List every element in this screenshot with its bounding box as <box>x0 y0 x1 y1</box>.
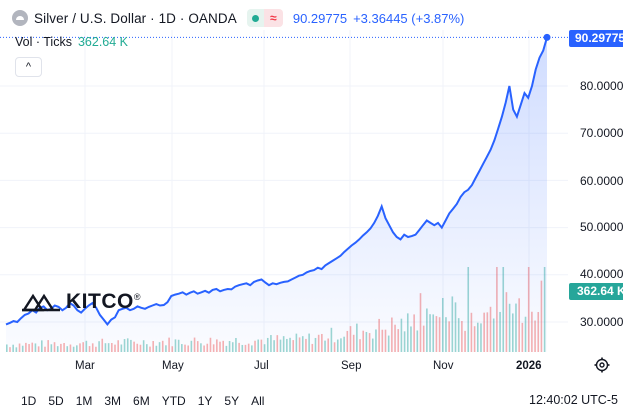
range-3m-button[interactable]: 3M <box>98 389 127 413</box>
range-5d-button[interactable]: 5D <box>42 389 69 413</box>
logo-text: KITCO® <box>66 290 141 313</box>
price-tick: 80.000000 <box>580 79 623 93</box>
current-price-badge: 90.29775 <box>569 30 623 47</box>
settings-gear-icon[interactable] <box>594 357 610 373</box>
volume-label[interactable]: Vol · Ticks <box>15 35 72 49</box>
current-volume-badge: 362.64 K <box>569 283 623 300</box>
time-tick: Mar <box>75 360 95 372</box>
range-1m-button[interactable]: 1M <box>70 389 99 413</box>
legend: Silver / U.S. Dollar · 1D · OANDA ≈ 90.2… <box>12 9 464 27</box>
market-open-dot-icon <box>246 9 264 27</box>
price-area-fill <box>6 37 547 353</box>
silver-coin-icon <box>12 10 28 26</box>
time-tick: Nov <box>433 360 454 372</box>
volume-value: 362.64 K <box>77 35 129 49</box>
status-pill[interactable]: ≈ <box>246 9 283 27</box>
price-tick: 30.000000 <box>580 315 623 329</box>
range-toolbar: 1D 5D 1M 3M 6M YTD 1Y 5Y All <box>0 384 623 418</box>
legend-price: 90.29775 <box>292 10 348 26</box>
legend-change: +3.36445 (+3.87%) <box>353 10 465 26</box>
price-chart[interactable] <box>0 0 623 380</box>
price-tick: 40.000000 <box>580 267 623 281</box>
time-tick: Jul <box>254 360 269 372</box>
price-line <box>5 37 548 327</box>
price-tick: 60.000000 <box>580 174 623 188</box>
range-ytd-button[interactable]: YTD <box>156 389 192 413</box>
volume-legend: Vol · Ticks 362.64 K <box>15 35 128 49</box>
price-tick: 70.000000 <box>580 126 623 140</box>
range-1d-button[interactable]: 1D <box>15 389 42 413</box>
clock-timezone[interactable]: 12:40:02 UTC-5 <box>529 393 618 407</box>
range-all-button[interactable]: All <box>245 389 270 413</box>
kitco-logo: KITCO® <box>22 290 141 314</box>
chart-area[interactable]: Silver / U.S. Dollar · 1D · OANDA ≈ 90.2… <box>0 0 623 380</box>
time-tick: May <box>162 360 184 372</box>
range-5y-button[interactable]: 5Y <box>218 389 245 413</box>
wave-icon: ≈ <box>263 9 283 27</box>
time-tick: 2026 <box>516 360 542 372</box>
collapse-legend-button[interactable]: ^ <box>15 57 42 77</box>
chevron-up-icon: ^ <box>25 61 32 73</box>
kitco-mark-icon <box>22 293 60 312</box>
last-price-point[interactable] <box>543 33 551 41</box>
time-tick: Sep <box>341 360 362 372</box>
symbol-title[interactable]: Silver / U.S. Dollar · 1D · OANDA <box>34 10 237 26</box>
range-1y-button[interactable]: 1Y <box>192 389 219 413</box>
price-tick: 50.000000 <box>580 220 623 234</box>
range-6m-button[interactable]: 6M <box>127 389 156 413</box>
